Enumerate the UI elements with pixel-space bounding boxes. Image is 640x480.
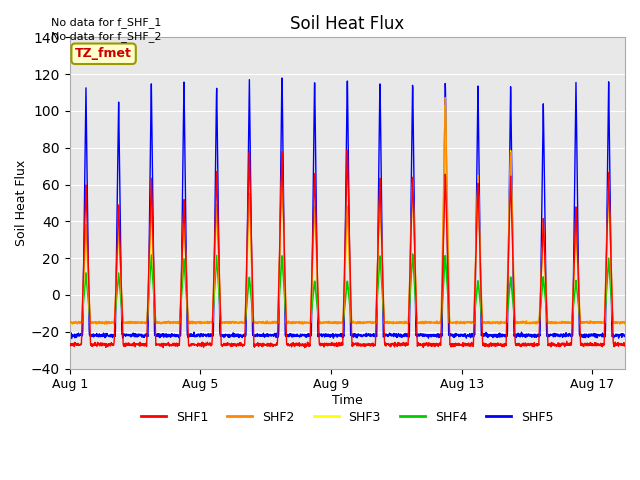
- Text: TZ_fmet: TZ_fmet: [75, 47, 132, 60]
- Text: No data for f_SHF_1: No data for f_SHF_1: [51, 17, 161, 28]
- Title: Soil Heat Flux: Soil Heat Flux: [290, 15, 404, 33]
- Y-axis label: Soil Heat Flux: Soil Heat Flux: [15, 160, 28, 246]
- X-axis label: Time: Time: [332, 394, 363, 407]
- Text: No data for f_SHF_2: No data for f_SHF_2: [51, 31, 162, 42]
- Legend: SHF1, SHF2, SHF3, SHF4, SHF5: SHF1, SHF2, SHF3, SHF4, SHF5: [136, 406, 558, 429]
